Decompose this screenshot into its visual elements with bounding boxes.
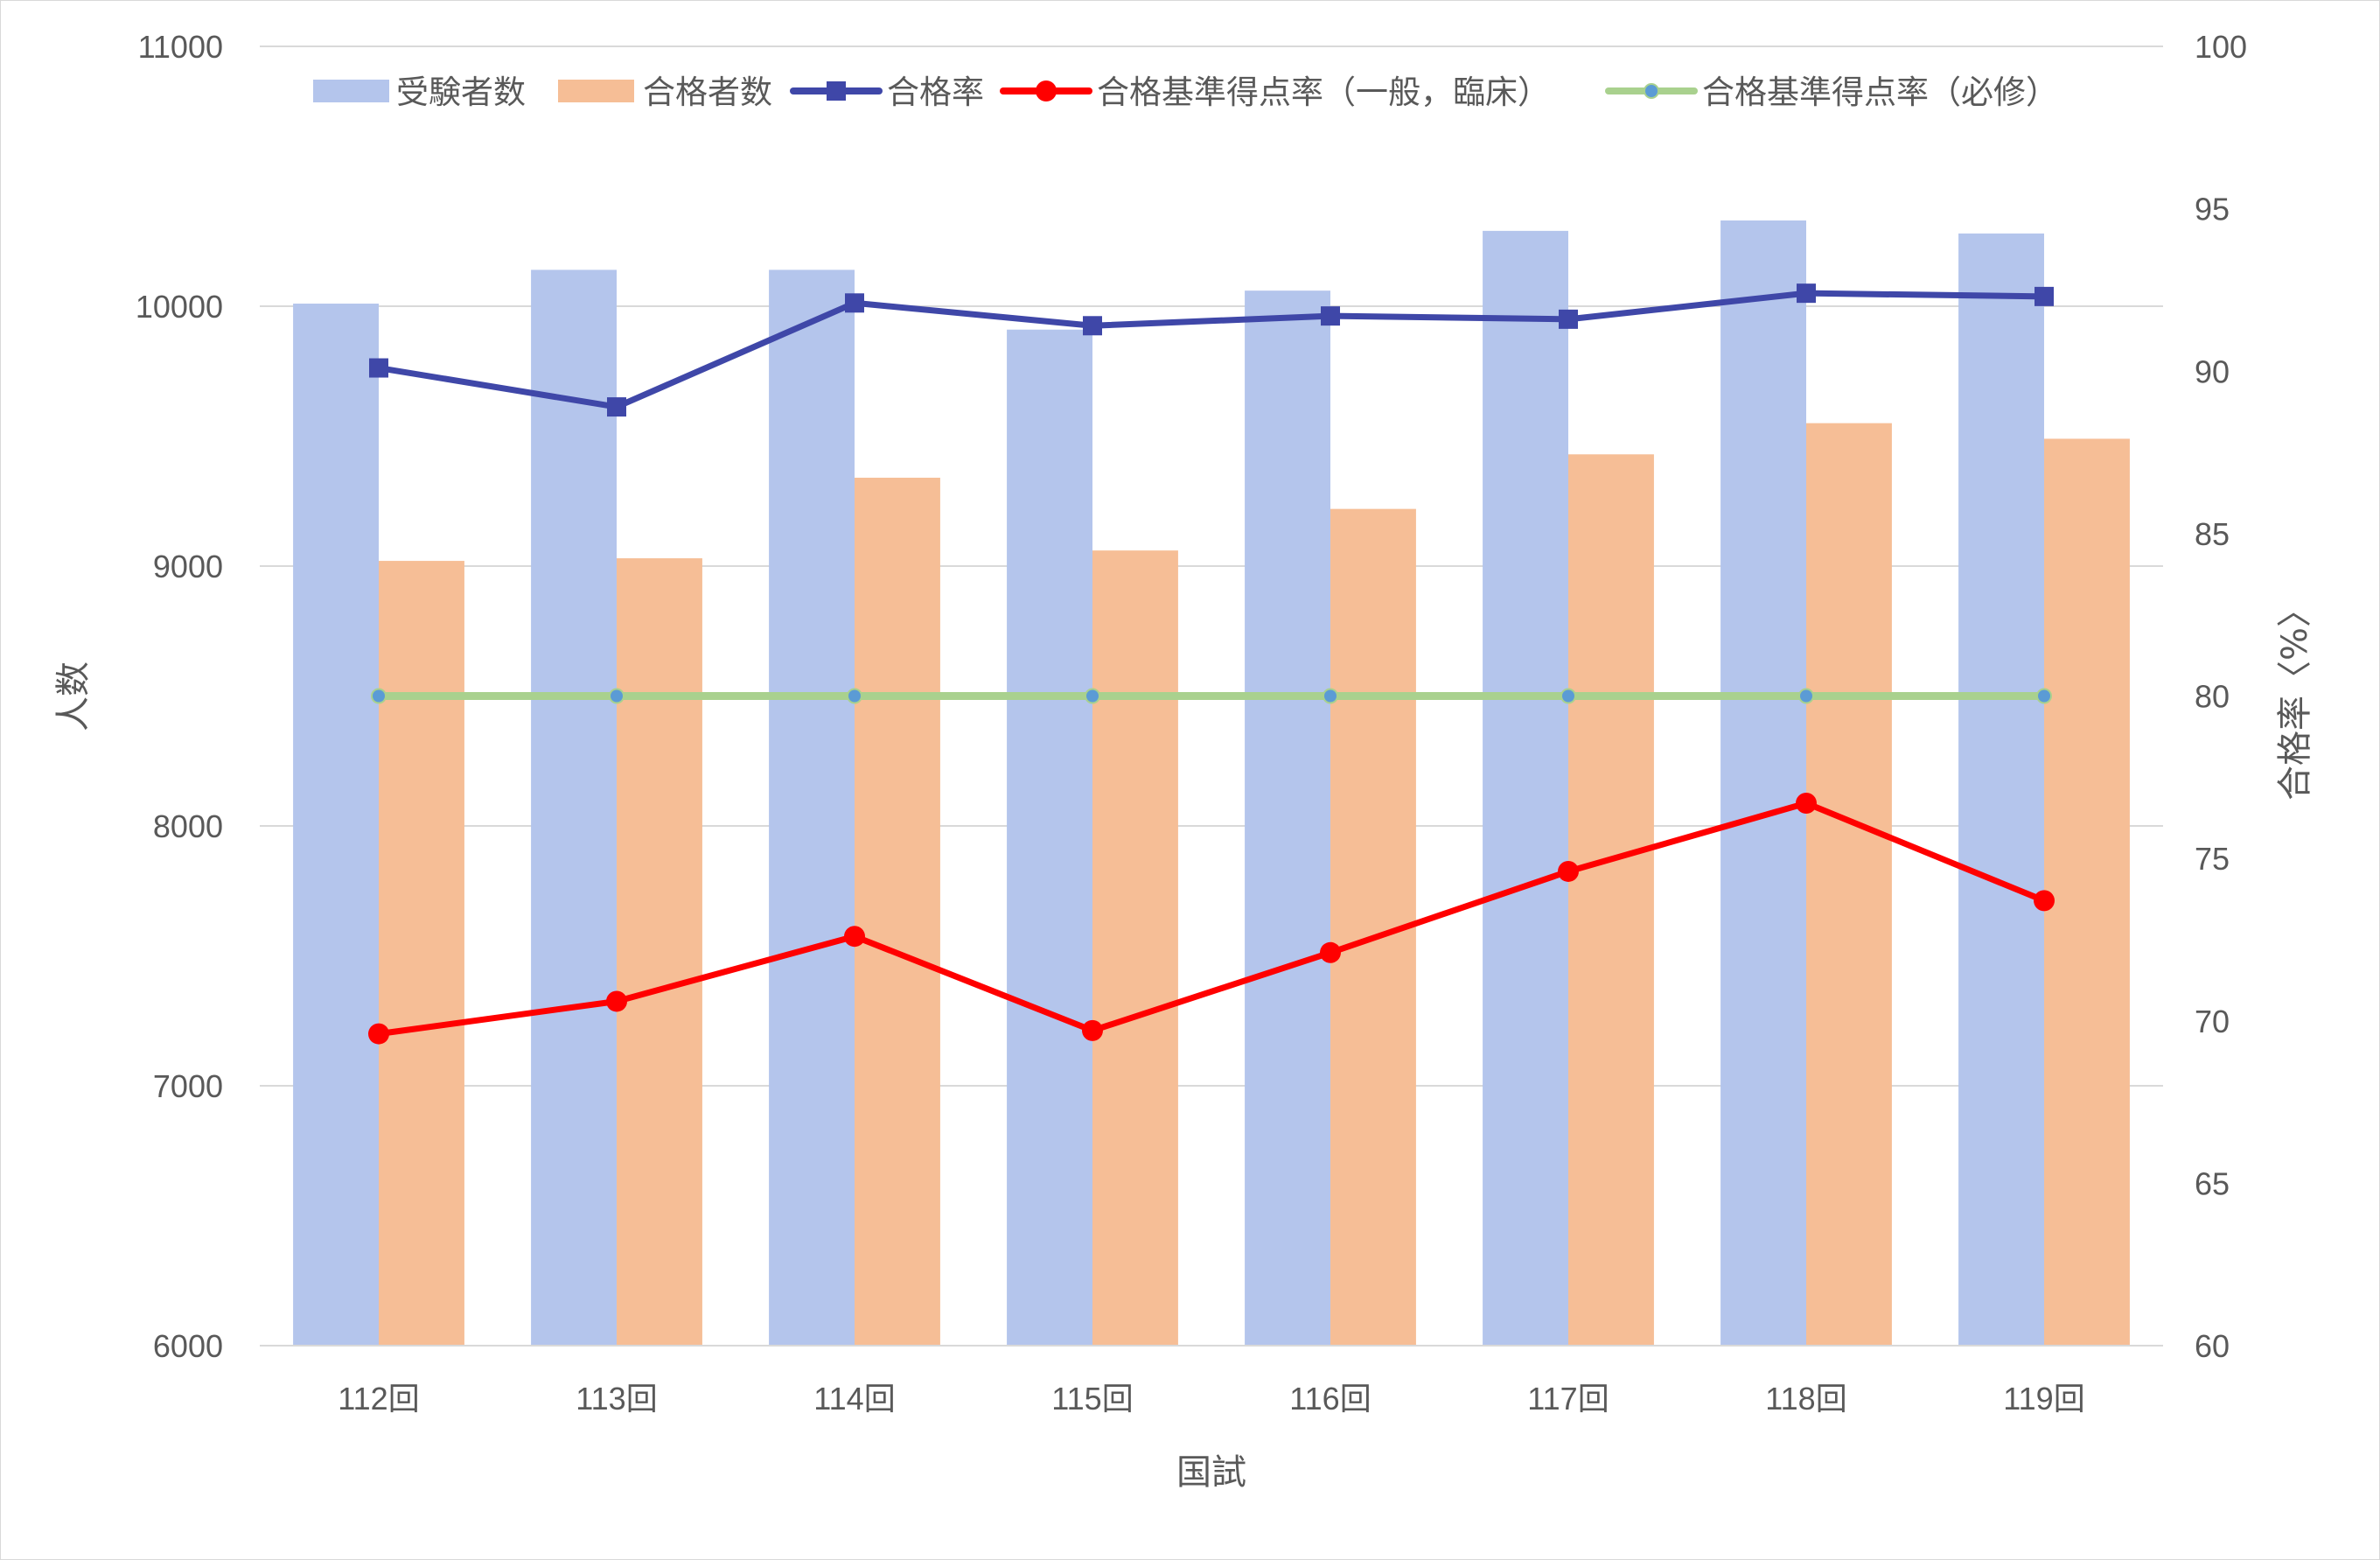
bar-passers <box>379 561 464 1346</box>
legend-label: 合格基準得点率（一般，臨床） <box>1097 73 1550 111</box>
bar-examinees <box>293 304 379 1346</box>
cutoff-general-point <box>844 926 865 948</box>
y-tick-label: 8000 <box>153 808 223 844</box>
legend-marker <box>1036 80 1057 101</box>
axes-layer: 6000 7000 8000 9000 10000 11000 60 65 70 75 80 85 90… <box>136 29 2247 1417</box>
y2-tick-label: 90 <box>2195 353 2230 389</box>
y-tick-label: 11000 <box>138 29 223 65</box>
cutoff-general-point <box>606 990 627 1012</box>
pass-rate-line <box>375 290 2048 410</box>
bar-examinees <box>1958 233 2044 1347</box>
bar-examinees <box>1007 329 1092 1347</box>
pass-rate-point <box>2035 286 2054 306</box>
y2-tick-label: 65 <box>2195 1165 2230 1201</box>
cutoff-required-point <box>1323 688 1338 704</box>
cutoff-required-point <box>1798 688 1814 704</box>
y2-tick-label: 80 <box>2195 679 2230 715</box>
bar-passers <box>1806 423 1892 1346</box>
bar-examinees <box>531 269 617 1346</box>
y-tick-label: 6000 <box>153 1328 223 1364</box>
bar-passers <box>617 558 702 1346</box>
x-tick-label: 116回 <box>1289 1381 1371 1417</box>
cutoff-required-point <box>371 688 387 704</box>
legend-label: 合格率 <box>887 73 984 111</box>
legend-marker <box>827 81 846 101</box>
y-tick-label: 7000 <box>153 1068 223 1104</box>
pass-rate-point <box>607 397 626 417</box>
cutoff-general-point <box>368 1023 389 1045</box>
x-tick-label: 117回 <box>1527 1381 1609 1417</box>
y-axis-title: 人数 <box>53 661 94 731</box>
y2-tick-label: 70 <box>2195 1004 2230 1039</box>
x-tick-label: 115回 <box>1051 1381 1133 1417</box>
y-tick-label: 10000 <box>136 289 223 325</box>
y2-tick-label: 100 <box>2195 29 2247 65</box>
bar-examinees <box>1245 290 1330 1347</box>
legend-label: 合格基準得点率（必修） <box>1702 73 2058 111</box>
bar-examinees <box>1483 230 1568 1346</box>
bar-examinees <box>769 269 855 1346</box>
cutoff-general-point <box>2034 890 2055 912</box>
cutoff-required-point <box>609 688 625 704</box>
x-tick-label: 113回 <box>576 1381 657 1417</box>
y2-axis-title: 合格率〈%〉 <box>2275 592 2315 801</box>
cutoff-general-point <box>1320 941 1341 963</box>
bar-examinees <box>1720 220 1806 1347</box>
cutoff-general-line <box>375 800 2048 1038</box>
y2-tick-label: 60 <box>2195 1328 2230 1364</box>
cutoff-required-point <box>1560 688 1576 704</box>
cutoff-general-point <box>1558 860 1579 882</box>
legend-label: 合格者数 <box>643 73 772 111</box>
cutoff-general-point <box>1796 793 1817 815</box>
x-tick-label: 118回 <box>1765 1381 1846 1417</box>
bars-layer <box>293 220 2130 1347</box>
x-tick-label: 114回 <box>813 1381 895 1417</box>
x-axis-title: 国試 <box>1176 1452 1246 1493</box>
x-tick-label: 119回 <box>2003 1381 2084 1417</box>
pass-rate-point <box>369 358 388 378</box>
y2-tick-label: 85 <box>2195 516 2230 552</box>
bar-passers <box>1092 550 1178 1346</box>
pass-rate-point <box>845 293 864 313</box>
cutoff-general-point <box>1082 1019 1103 1041</box>
cutoff-required-point <box>847 688 862 704</box>
cutoff-required-point <box>2036 688 2052 704</box>
pass-rate-point <box>1559 309 1578 329</box>
pass-rate-point <box>1321 306 1340 326</box>
pass-rate-point <box>1083 316 1102 336</box>
legend-swatch <box>313 80 389 102</box>
pass-rate-point <box>1797 283 1816 304</box>
legend-marker <box>1644 83 1659 99</box>
y-tick-label: 9000 <box>153 549 223 584</box>
y2-tick-label: 95 <box>2195 192 2230 227</box>
lines-layer <box>368 283 2055 1045</box>
bar-passers <box>855 478 940 1346</box>
bar-passers <box>2044 438 2130 1347</box>
bar-passers <box>1568 454 1654 1346</box>
y2-tick-label: 75 <box>2195 841 2230 877</box>
cutoff-required-point <box>1085 688 1100 704</box>
x-tick-label: 112回 <box>338 1381 419 1417</box>
legend: 受験者数 合格者数 合格率 合格基準得点率（一般，臨床） 合格基準得点率（必修） <box>313 73 2058 111</box>
legend-swatch <box>558 80 634 102</box>
legend-label: 受験者数 <box>396 73 526 111</box>
